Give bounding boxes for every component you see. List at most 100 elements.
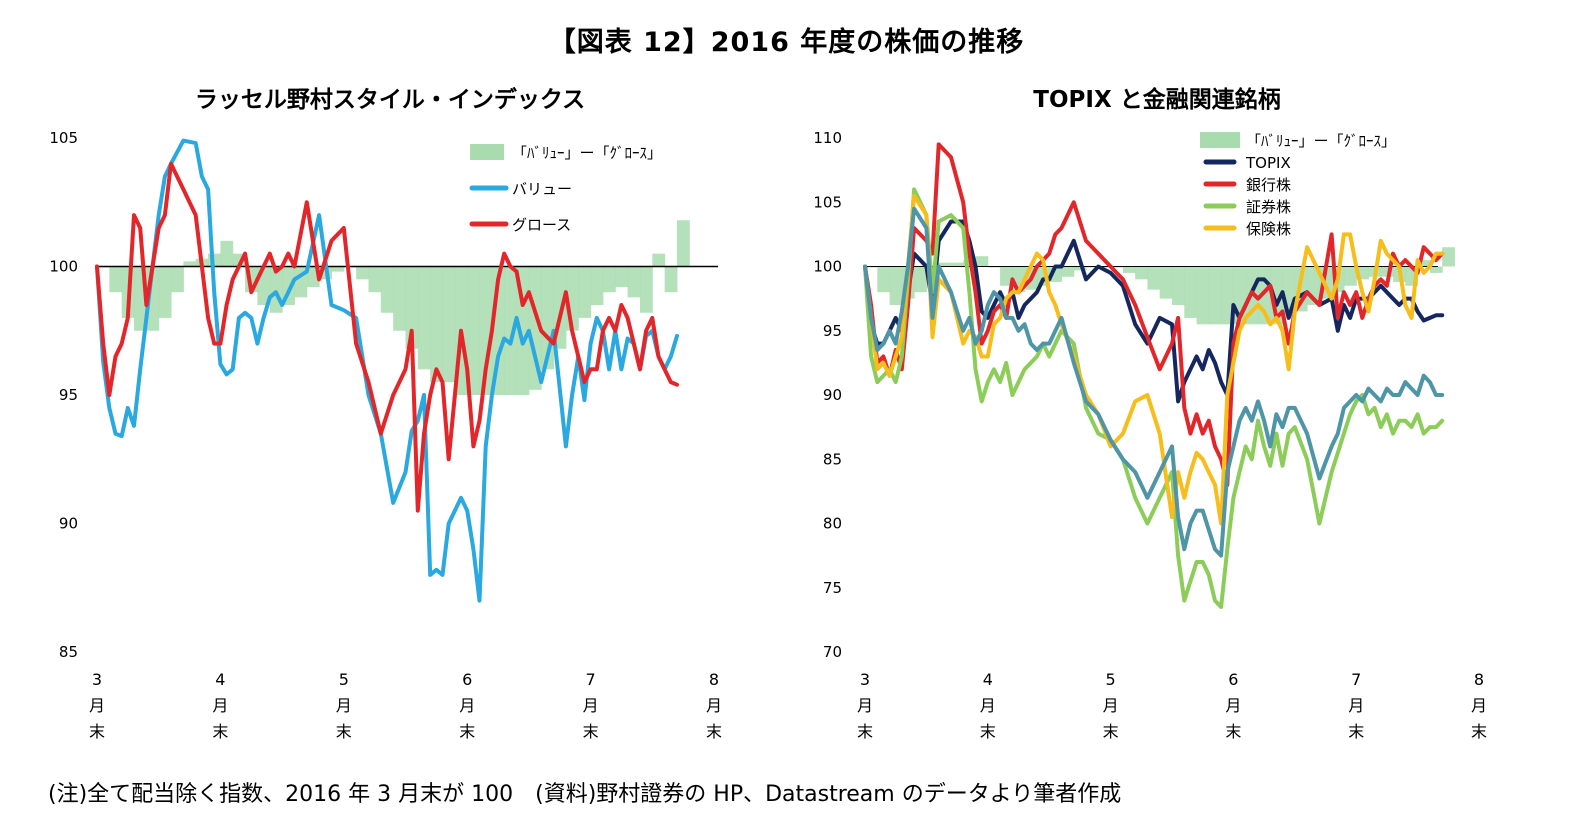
right-x-tick-month: 8 (1474, 670, 1484, 689)
left-diff-bar (220, 240, 234, 267)
right-x-tick-label: 月 (1348, 696, 1364, 715)
left-diff-bar (664, 266, 678, 293)
left-chart-title: ラッセル野村スタイル・インデックス (195, 86, 585, 113)
right-x-tick-label: 末 (980, 722, 996, 741)
right-y-tick-label: 100 (813, 258, 842, 276)
right-x-tick-label: 月 (980, 696, 996, 715)
right-diff-bar (1196, 266, 1210, 325)
left-x-tick-label: 末 (336, 722, 352, 741)
right-legend-label: TOPIX (1245, 154, 1291, 172)
left-diff-bar (590, 266, 604, 306)
left-diff-bar (417, 266, 431, 370)
left-diff-bar (467, 266, 481, 395)
right-x-tick-label: 末 (1348, 722, 1364, 741)
right-diff-bar (1073, 266, 1087, 271)
left-diff-bar (158, 266, 172, 318)
right-x-tick-label: 月 (1225, 696, 1241, 715)
left-x-tick-label: 末 (583, 722, 599, 741)
right-y-tick-label: 110 (813, 129, 842, 147)
left-x-tick-month: 6 (462, 670, 472, 689)
left-y-tick-label: 85 (59, 643, 78, 661)
right-diff-bar (1417, 260, 1431, 267)
left-x-tick-label: 月 (89, 696, 105, 715)
left-x-tick-month: 7 (586, 670, 596, 689)
right-diff-bar (889, 266, 903, 306)
right-legend-label: 保険株 (1246, 220, 1291, 238)
right-x-tick-month: 4 (983, 670, 993, 689)
left-y-tick-label: 100 (49, 258, 78, 276)
right-series-line-2 (863, 187, 1445, 609)
right-diff-bar (877, 266, 891, 293)
left-x-tick-label: 末 (212, 722, 228, 741)
right-x-tick-month: 6 (1228, 670, 1238, 689)
right-x-tick-label: 月 (857, 696, 873, 715)
left-y-tick-label: 90 (59, 515, 78, 533)
right-diff-bar (938, 262, 952, 267)
left-x-tick-label: 末 (89, 722, 105, 741)
right-y-tick-label: 105 (813, 193, 842, 211)
right-diff-bar (1429, 266, 1443, 273)
right-legend-label-diff: 「ﾊﾞﾘｭｰ」ー「ｸﾞﾛｰｽ」 (1246, 132, 1396, 150)
left-x-tick-label: 月 (706, 696, 722, 715)
right-series-line-4 (863, 206, 1445, 558)
right-diff-bar (1000, 266, 1013, 286)
right-y-tick-label: 85 (823, 450, 842, 468)
right-x-tick-month: 3 (860, 670, 870, 689)
right-y-tick-label: 75 (823, 579, 842, 597)
page-title: 【図表 12】2016 年度の株価の推移 (548, 27, 1025, 58)
left-diff-bar (331, 266, 345, 272)
right-x-tick-label: 末 (857, 722, 873, 741)
left-x-tick-month: 8 (709, 670, 719, 689)
right-x-tick-month: 7 (1351, 670, 1361, 689)
left-y-tick-label: 95 (59, 386, 78, 404)
right-series-line-3 (863, 193, 1445, 526)
right-x-tick-label: 末 (1225, 722, 1241, 741)
left-x-tick-label: 月 (583, 696, 599, 715)
left-diff-bar (442, 266, 456, 383)
left-diff-bar (356, 266, 369, 280)
left-diff-bar (109, 266, 123, 293)
left-diff-bar (479, 266, 493, 395)
left-legend-swatch-diff (470, 144, 504, 160)
left-x-tick-label: 月 (212, 696, 228, 715)
right-y-tick-label: 95 (823, 322, 842, 340)
right-series-line-0 (863, 219, 1445, 404)
left-diff-bar (639, 266, 653, 313)
right-diff-bar (950, 262, 964, 267)
left-legend-label-diff: 「ﾊﾞﾘｭｰ」ー「ｸﾞﾛｰｽ」 (512, 144, 662, 162)
right-diff-bar (1135, 266, 1148, 280)
left-x-tick-label: 末 (706, 722, 722, 741)
right-diff-bar (1159, 266, 1173, 299)
left-x-tick-month: 5 (339, 670, 349, 689)
left-x-tick-label: 月 (459, 696, 475, 715)
right-diff-bar (1442, 247, 1455, 267)
left-x-tick-month: 3 (92, 670, 102, 689)
right-diff-bar (1122, 266, 1136, 273)
left-diff-bar (405, 266, 419, 349)
left-diff-bar (578, 266, 592, 318)
right-y-tick-label: 80 (823, 515, 842, 533)
right-x-tick-label: 末 (1103, 722, 1119, 741)
right-legend-label: 証券株 (1246, 198, 1291, 216)
left-diff-bar (380, 266, 394, 313)
left-diff-bar (676, 220, 690, 267)
left-y-tick-label: 105 (49, 129, 78, 147)
right-diff-bar (1221, 266, 1234, 325)
right-x-tick-label: 末 (1471, 722, 1487, 741)
left-legend-label: バリュー (512, 180, 572, 198)
left-series-line-1 (95, 161, 679, 513)
right-diff-bar (1343, 266, 1357, 286)
right-y-tick-label: 70 (823, 643, 842, 661)
right-diff-bar (975, 256, 989, 267)
left-x-tick-label: 月 (336, 696, 352, 715)
left-legend-label: グロース (512, 216, 571, 234)
left-diff-bar (171, 266, 184, 293)
right-y-tick-label: 90 (823, 386, 842, 404)
right-legend-swatch-diff (1200, 132, 1240, 148)
left-diff-bar (602, 266, 616, 293)
right-chart-title: TOPIX と金融関連銘柄 (1033, 86, 1280, 113)
left-diff-bar (615, 266, 629, 288)
right-legend-label: 銀行株 (1246, 176, 1291, 194)
left-diff-bar (504, 266, 518, 395)
